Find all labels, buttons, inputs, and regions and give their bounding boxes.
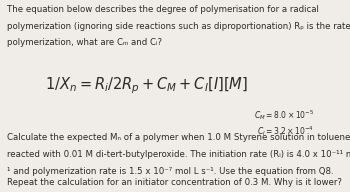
Text: reacted with 0.01 M di-tert-butylperoxide. The initiation rate (Rᵢ) is 4.0 x 10⁻: reacted with 0.01 M di-tert-butylperoxid…	[7, 150, 350, 159]
Text: $1/X_n = R_i/2R_p + C_M + C_I[I][M]$: $1/X_n = R_i/2R_p + C_M + C_I[I][M]$	[46, 75, 248, 96]
Text: $C_I = 3.2\times10^{-4}$: $C_I = 3.2\times10^{-4}$	[257, 124, 314, 138]
Text: Calculate the expected Mₙ of a polymer when 1.0 M Styrene solution in toluene is: Calculate the expected Mₙ of a polymer w…	[7, 133, 350, 142]
Text: $C_M = 8.0\times10^{-5}$: $C_M = 8.0\times10^{-5}$	[254, 108, 314, 122]
Text: polymerization, what are Cₘ and Cᵢ?: polymerization, what are Cₘ and Cᵢ?	[7, 38, 162, 47]
Text: The equation below describes the degree of polymerisation for a radical: The equation below describes the degree …	[7, 5, 319, 14]
Text: polymerization (ignoring side reactions such as diproportionation) Rₚ is the rat: polymerization (ignoring side reactions …	[7, 22, 350, 31]
Text: ¹ and polymerization rate is 1.5 x 10⁻⁷ mol L s⁻¹. Use the equation from Q8.: ¹ and polymerization rate is 1.5 x 10⁻⁷ …	[7, 167, 334, 176]
Text: Repeat the calculation for an initiator concentration of 0.3 M. Why is it lower?: Repeat the calculation for an initiator …	[7, 178, 342, 187]
